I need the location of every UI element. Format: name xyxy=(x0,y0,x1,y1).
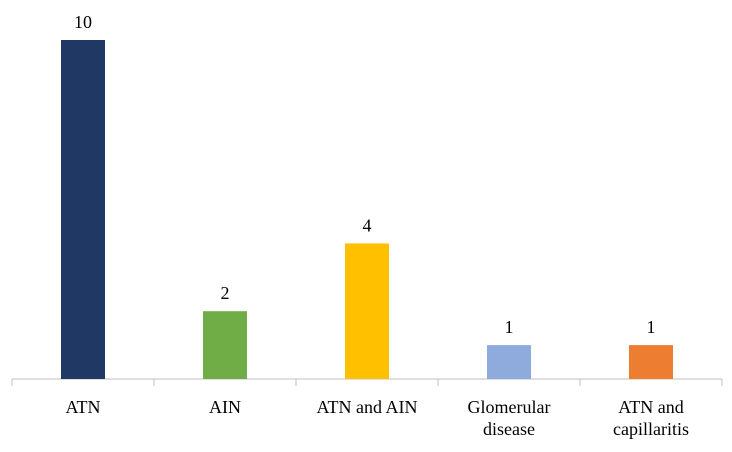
value-label: 2 xyxy=(221,283,230,303)
x-tick-label: Glomerular disease xyxy=(467,397,551,439)
bar xyxy=(345,243,389,379)
value-label: 10 xyxy=(74,12,92,32)
x-tick-label: ATN xyxy=(65,397,101,417)
bar xyxy=(629,345,673,379)
x-tick-label: ATN and AIN xyxy=(316,397,418,417)
value-label: 4 xyxy=(363,215,372,235)
x-tick-label: AIN xyxy=(209,397,241,417)
bar xyxy=(203,311,247,379)
bar xyxy=(61,40,105,379)
value-label: 1 xyxy=(505,317,514,337)
value-label: 1 xyxy=(647,317,656,337)
bar xyxy=(487,345,531,379)
x-tick-label: ATN and capillaritis xyxy=(613,397,689,439)
